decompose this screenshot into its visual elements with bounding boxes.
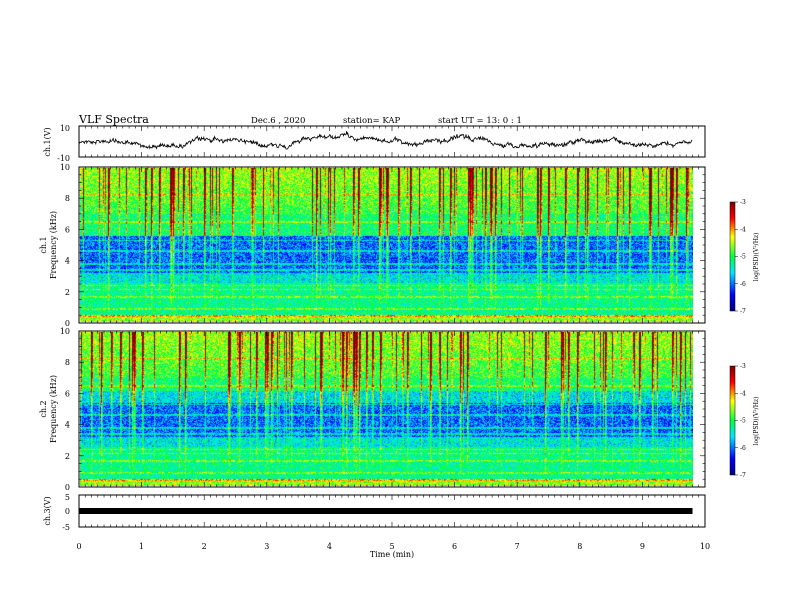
ch1-spectrogram-image <box>80 168 693 322</box>
time-tick-label: 8 <box>577 542 582 551</box>
ch1-ytick-top: 10 <box>60 124 70 133</box>
time-tick-label: 6 <box>452 542 457 551</box>
frequency-tick-label: 2 <box>65 452 70 461</box>
ch3-waveform-panel: 5 0 -5 ch.3(V) <box>43 493 706 532</box>
ch3-ytick-mid: 0 <box>65 507 70 516</box>
colorbar-tick-label: -6 <box>740 281 746 288</box>
frequency-tick-label: 4 <box>65 257 70 266</box>
ch1-waveform-panel: 10 -10 ch.1(V) <box>43 124 706 163</box>
colorbar-tick-label: -3 <box>740 199 746 206</box>
frequency-tick-label: 4 <box>65 421 70 430</box>
colorbar-tick-label: -7 <box>740 472 746 479</box>
spec2-ylabel-frequency: Frequency (kHz) <box>49 375 58 443</box>
spec2-ylabel-channel: ch.2 <box>39 400 48 417</box>
ch1-waveform-trace <box>79 131 693 150</box>
frequency-tick-label: 6 <box>65 225 70 234</box>
station-label: station= KAP <box>343 116 401 126</box>
frequency-tick-label: 10 <box>60 163 70 172</box>
colorbar-1: -3 -4 -5 -6 -7 log(PSD)(V²/Hz) <box>729 199 760 315</box>
time-tick-label: 9 <box>640 542 645 551</box>
frequency-tick-label: 8 <box>65 194 70 203</box>
ch1-trace-line <box>79 131 693 150</box>
time-tick-label: 4 <box>327 542 332 551</box>
time-tick-label: 1 <box>139 542 144 551</box>
colorbar-tick-label: -6 <box>740 445 746 452</box>
ch3-ytick-top: 5 <box>65 493 70 502</box>
colorbar-tick-label: -5 <box>740 254 746 261</box>
time-tick-label: 3 <box>264 542 269 551</box>
ch1-ylabel: ch.1(V) <box>43 127 52 156</box>
date-label: Dec.6 , 2020 <box>251 116 305 126</box>
colorbar-tick-label: -3 <box>740 363 746 370</box>
figure-title: VLF Spectra <box>78 113 149 126</box>
ch2-spectrogram-image <box>80 332 693 486</box>
start-ut-label: start UT = 13: 0 : 1 <box>438 116 522 126</box>
colorbar-tick-label: -4 <box>740 390 746 397</box>
time-axis: 0 1 2 3 4 5 6 7 8 9 10 <box>76 126 710 551</box>
time-tick-label: 7 <box>515 542 520 551</box>
colorbar-tick-label: -5 <box>740 418 746 425</box>
colorbar-2: -3 -4 -5 -6 -7 log(PSD)(V²/Hz) <box>729 363 760 479</box>
frequency-tick-label: 8 <box>65 358 70 367</box>
ch1-spectrogram-panel: 0 2 4 6 8 10 ch.1 Frequency (kHz) <box>39 163 706 328</box>
colorbar-2-gradient <box>729 365 736 476</box>
ch2-spectrogram-panel: 0 2 4 6 8 10 ch.2 Frequency (kHz) <box>39 327 706 492</box>
colorbar-1-label: log(PSD)(V²/Hz) <box>753 233 760 282</box>
colorbar-2-label: log(PSD)(V²/Hz) <box>753 397 760 446</box>
colorbar-1-gradient <box>729 201 736 312</box>
frequency-tick-label: 0 <box>65 319 70 328</box>
ch3-ytick-bottom: -5 <box>62 523 70 532</box>
frequency-tick-label: 2 <box>65 288 70 297</box>
colorbar-tick-label: -7 <box>740 308 746 315</box>
ch1-ytick-bottom: -10 <box>57 154 70 163</box>
ch3-trace <box>79 508 693 514</box>
spec1-ylabel-channel: ch.1 <box>39 236 48 253</box>
spec1-ylabel-frequency: Frequency (kHz) <box>49 211 58 279</box>
time-tick-label: 2 <box>202 542 207 551</box>
time-tick-label: 10 <box>700 542 710 551</box>
ch3-ylabel: ch.3(V) <box>43 496 52 525</box>
frequency-tick-label: 6 <box>65 389 70 398</box>
time-tick-label: 0 <box>76 542 81 551</box>
time-axis-label: Time (min) <box>370 550 414 559</box>
frequency-tick-label: 0 <box>65 483 70 492</box>
colorbar-tick-label: -4 <box>740 226 746 233</box>
time-tick-label: 5 <box>389 542 394 551</box>
frequency-tick-label: 10 <box>60 327 70 336</box>
